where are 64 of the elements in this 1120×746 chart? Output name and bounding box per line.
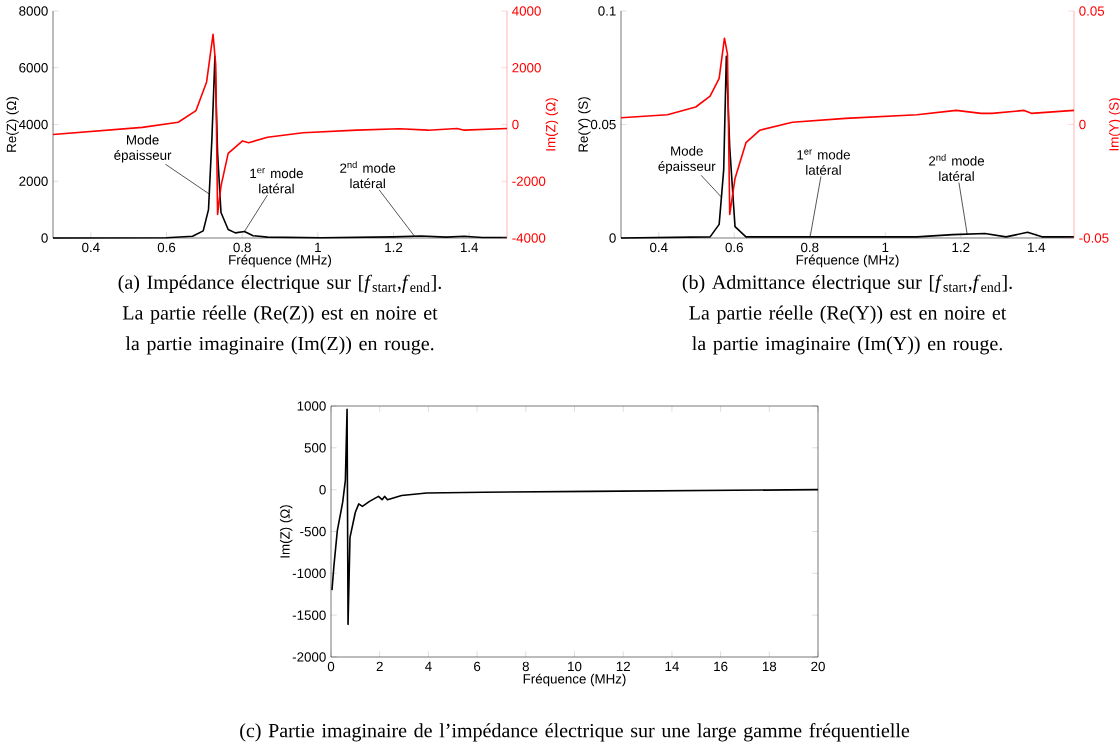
x-tick-label: 1.2	[385, 242, 403, 253]
x-tick-label: 0.4	[82, 242, 100, 253]
y-tick-label: 2000	[19, 176, 48, 186]
x-tick-label: 12	[616, 661, 630, 672]
x-tick-label: 4	[425, 661, 432, 671]
x-tick-label: 20	[811, 661, 825, 672]
y-tick-label: 0	[319, 484, 326, 495]
x-tick-label: 1.4	[460, 242, 479, 252]
x-axis-title: Fréquence (MHz)	[796, 254, 899, 268]
y2-tick-label: -0.05	[1079, 233, 1109, 243]
y-tick-label: 0	[609, 233, 616, 243]
y-tick-label: 8000	[19, 6, 48, 16]
x-tick-label: 1	[315, 242, 321, 252]
x-tick-label: 0.6	[157, 242, 176, 253]
x-tick-label: 1	[882, 242, 889, 252]
y-tick-label: 0.1	[598, 6, 616, 16]
y-axis-title: Re(Z) (Ω)	[6, 97, 19, 152]
y-tick-label: -500	[300, 526, 326, 537]
x-tick-label: 0	[327, 661, 335, 672]
y2-tick-label: 0	[512, 119, 519, 130]
annotation: 1$^{er}$ mode latéral	[797, 149, 850, 175]
x-tick-label: 16	[714, 661, 728, 672]
x-tick-label: 0.8	[801, 242, 819, 253]
y-axis-title: Re(Y) (S)	[578, 97, 591, 152]
annotation: 2$^{nd}$ mode latéral	[929, 153, 985, 181]
x-axis-title: Fréquence (MHz)	[229, 254, 332, 268]
x-axis-title: Fréquence (MHz)	[523, 673, 626, 687]
x-tick-label: 0.8	[233, 242, 251, 253]
y2-axis-title: Im(Z) (Ω)	[545, 98, 559, 151]
y2-tick-label: 0.05	[1079, 6, 1105, 16]
annotation: Mode épaisseur	[658, 145, 716, 174]
annotation: 1$^{er}$ mode latéral	[250, 168, 303, 194]
y-tick-label: 1000	[297, 401, 326, 411]
y2-tick-label: -2000	[512, 176, 546, 186]
y-tick-label: -1500	[292, 610, 326, 620]
x-tick-label: 0.6	[725, 242, 743, 253]
x-tick-label: 10	[568, 661, 582, 672]
y-tick-label: 500	[304, 443, 326, 453]
y-tick-label: 0.05	[590, 119, 616, 130]
annotation: 2$^{nd}$ mode latéral	[340, 161, 396, 189]
y2-tick-label: 4000	[512, 6, 541, 16]
x-tick-label: 1.4	[1028, 242, 1046, 252]
x-tick-label: 0.4	[650, 242, 668, 253]
x-tick-label: 14	[665, 661, 679, 671]
text: (b) Admittance électrique sur [f$_{start}$,f$_{end}$]. La partie réelle (Re(Y)) est en noire et la partie imaginaire (Im(Y)) en rouge.	[682, 274, 1012, 355]
line-series	[620, 37, 1075, 216]
line-series	[52, 33, 508, 216]
x-tick-label: 2	[376, 661, 383, 672]
x-tick-label: 18	[762, 661, 777, 672]
y2-tick-label: -4000	[512, 233, 546, 243]
y2-tick-label: 0	[1079, 119, 1086, 130]
annotation: Mode épaisseur	[114, 134, 172, 163]
x-tick-label: 6	[474, 661, 481, 672]
y-tick-label: -1000	[292, 568, 326, 579]
text: (a) Impédance électrique sur [f$_{start}$,f$_{end}$]. La partie réelle (Re(Z)) est en noire et la partie imaginaire (Im(Z)) en rouge.	[118, 274, 441, 355]
text: (c) Partie imaginaire de l’impédance électrique sur une large gamme fréquentielle	[240, 723, 910, 742]
y2-tick-label: 2000	[512, 63, 541, 73]
y-tick-label: 0	[41, 233, 48, 243]
y-axis-title: Im(Z) (Ω)	[279, 505, 293, 558]
y-tick-label: -2000	[292, 652, 326, 662]
x-tick-label: 1.2	[952, 242, 970, 253]
y-tick-label: 6000	[19, 63, 48, 73]
y-tick-label: 4000	[18, 119, 48, 130]
x-tick-label: 8	[522, 661, 529, 672]
